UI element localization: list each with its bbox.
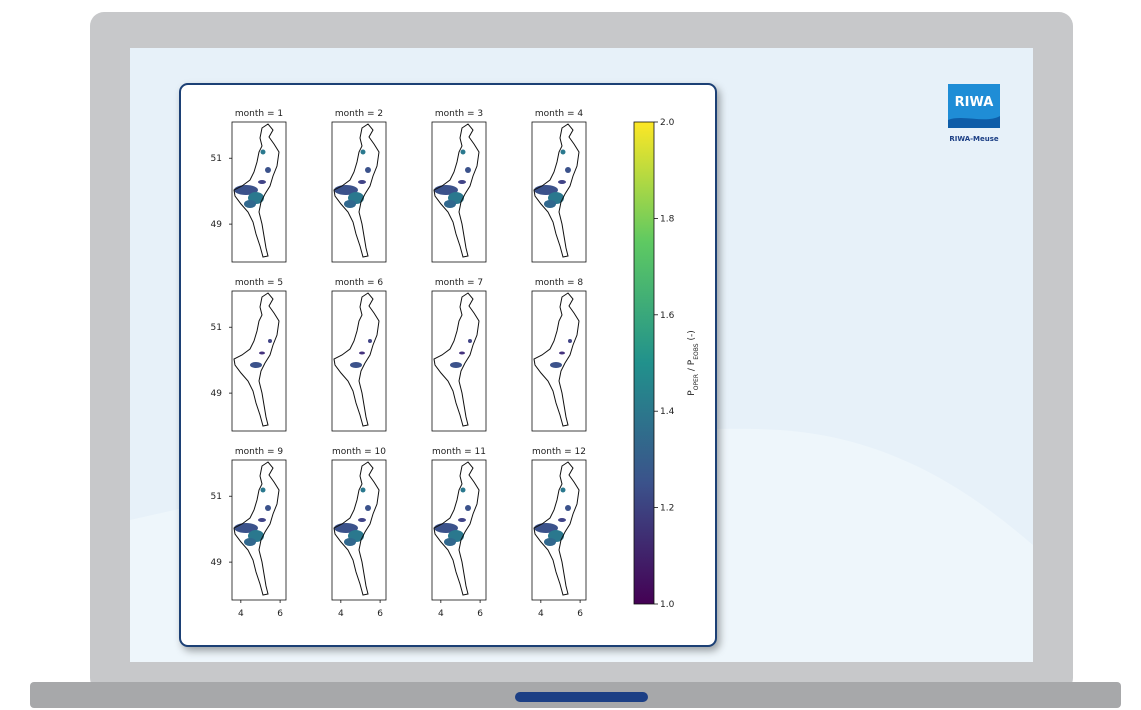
panel-frame bbox=[432, 291, 486, 431]
panel-title: month = 10 bbox=[332, 447, 386, 457]
label-part: EOBS bbox=[693, 343, 700, 360]
panel-title: month = 12 bbox=[532, 447, 586, 457]
label-part: (-) bbox=[687, 330, 697, 343]
panel-title: month = 7 bbox=[435, 278, 483, 288]
page: { "slide": { "logo": {"brand": "RIWA", "… bbox=[0, 0, 1141, 710]
map-panel: month = 11 4 6 bbox=[432, 447, 486, 619]
panel-title: month = 5 bbox=[235, 278, 283, 288]
panel-title: month = 1 bbox=[235, 109, 283, 119]
map-panel: month = 8 bbox=[532, 278, 586, 431]
label-part: / bbox=[687, 365, 697, 374]
laptop-notch bbox=[515, 692, 648, 702]
x-tick-label: 4 bbox=[238, 609, 244, 619]
map-panel: month = 4 bbox=[532, 109, 586, 262]
panel-frame bbox=[232, 291, 286, 431]
x-tick-label: 4 bbox=[538, 609, 544, 619]
y-tick-label: 49 bbox=[211, 389, 223, 399]
colorbar-tick-label: 1.6 bbox=[660, 311, 675, 321]
panel-title: month = 11 bbox=[432, 447, 486, 457]
panel-title: month = 9 bbox=[235, 447, 283, 457]
panel-title: month = 2 bbox=[335, 109, 383, 119]
colorbar-tick-label: 2.0 bbox=[660, 118, 675, 128]
map-panel: month = 12 4 6 bbox=[532, 447, 586, 619]
x-tick-label: 6 bbox=[477, 609, 483, 619]
scene: RIWA RIWA-Meuse month = 1 51 49 month = 2 mo… bbox=[0, 0, 1141, 710]
logo-subtitle: RIWA-Meuse bbox=[949, 135, 999, 143]
x-tick-label: 6 bbox=[277, 609, 283, 619]
colorbar-tick-label: 1.2 bbox=[660, 504, 674, 514]
y-tick-label: 49 bbox=[211, 558, 223, 568]
colorbar bbox=[634, 122, 654, 604]
panel-title: month = 6 bbox=[335, 278, 383, 288]
map-panel: month = 7 bbox=[432, 278, 486, 431]
label-part: OPER bbox=[693, 374, 700, 390]
y-tick-label: 49 bbox=[211, 220, 223, 230]
logo-brand: RIWA bbox=[955, 95, 994, 110]
x-tick-label: 4 bbox=[338, 609, 344, 619]
panel-title: month = 4 bbox=[535, 109, 583, 119]
panel-frame bbox=[332, 291, 386, 431]
x-tick-label: 6 bbox=[577, 609, 583, 619]
panel-frame bbox=[532, 291, 586, 431]
colorbar-tick-label: 1.8 bbox=[660, 214, 675, 224]
y-tick-label: 51 bbox=[211, 492, 222, 502]
y-tick-label: 51 bbox=[211, 154, 222, 164]
y-tick-label: 51 bbox=[211, 323, 222, 333]
map-panel: month = 3 bbox=[432, 109, 486, 262]
panel-title: month = 3 bbox=[435, 109, 483, 119]
x-tick-label: 4 bbox=[438, 609, 444, 619]
colorbar-tick-label: 1.0 bbox=[660, 600, 675, 610]
map-panel: month = 2 bbox=[332, 109, 386, 262]
map-panel: month = 6 bbox=[332, 278, 386, 431]
panel-title: month = 8 bbox=[535, 278, 583, 288]
map-panel: month = 10 4 6 bbox=[332, 447, 386, 619]
colorbar-tick-label: 1.4 bbox=[660, 407, 675, 417]
x-tick-label: 6 bbox=[377, 609, 383, 619]
